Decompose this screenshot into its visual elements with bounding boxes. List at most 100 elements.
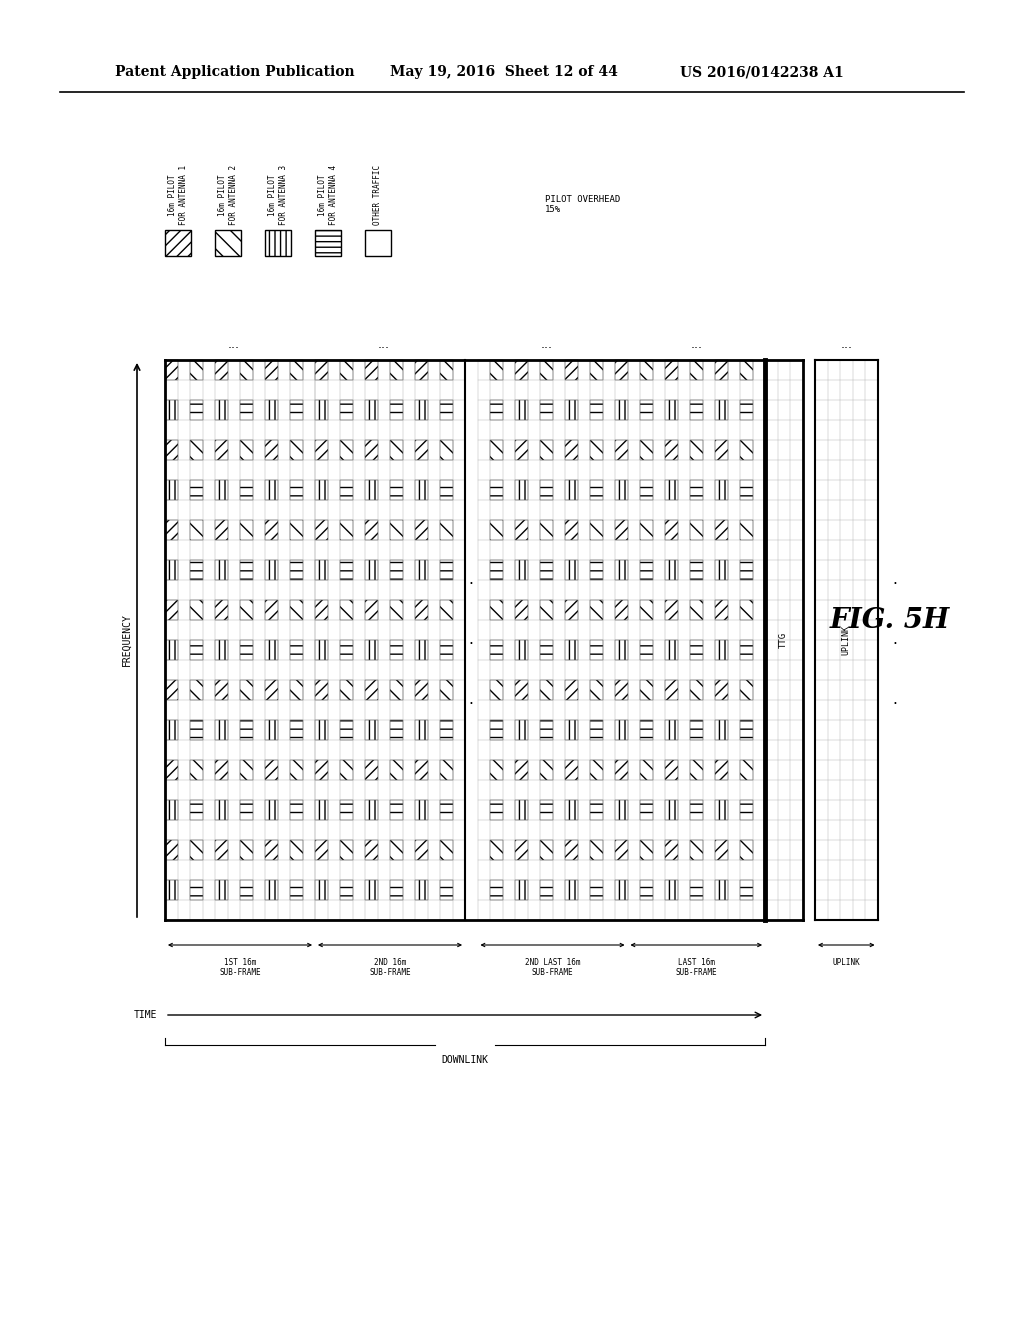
- Bar: [615, 400, 628, 420]
- Bar: [615, 601, 628, 620]
- Bar: [690, 880, 702, 900]
- Bar: [490, 360, 503, 380]
- Bar: [290, 719, 302, 741]
- Text: ...: ...: [690, 338, 702, 351]
- Bar: [190, 601, 203, 620]
- Bar: [690, 601, 702, 620]
- Bar: [215, 840, 227, 861]
- Bar: [540, 640, 553, 660]
- Bar: [740, 360, 753, 380]
- Bar: [565, 520, 578, 540]
- Text: FIG. 5H: FIG. 5H: [829, 606, 950, 634]
- Bar: [715, 800, 727, 820]
- Bar: [665, 601, 678, 620]
- Bar: [165, 680, 177, 700]
- Bar: [815, 360, 878, 920]
- Bar: [515, 560, 527, 579]
- Bar: [390, 560, 402, 579]
- Bar: [190, 840, 203, 861]
- Text: ...: ...: [227, 338, 240, 351]
- Bar: [165, 800, 177, 820]
- Bar: [390, 640, 402, 660]
- Text: UPLINK: UPLINK: [842, 624, 851, 655]
- Bar: [290, 480, 302, 500]
- Bar: [715, 440, 727, 459]
- Bar: [490, 880, 503, 900]
- Bar: [415, 440, 427, 459]
- Bar: [315, 880, 328, 900]
- Bar: [565, 880, 578, 900]
- Bar: [540, 520, 553, 540]
- Bar: [190, 560, 203, 579]
- Bar: [415, 480, 427, 500]
- Bar: [315, 400, 328, 420]
- Bar: [315, 560, 328, 579]
- Bar: [315, 480, 328, 500]
- Bar: [715, 760, 727, 780]
- Bar: [515, 880, 527, 900]
- Bar: [365, 360, 378, 380]
- Bar: [190, 640, 203, 660]
- Bar: [240, 760, 253, 780]
- Bar: [740, 560, 753, 579]
- Bar: [540, 680, 553, 700]
- Text: May 19, 2016  Sheet 12 of 44: May 19, 2016 Sheet 12 of 44: [390, 65, 617, 79]
- Bar: [290, 760, 302, 780]
- Bar: [340, 719, 352, 741]
- Bar: [540, 440, 553, 459]
- Bar: [215, 640, 227, 660]
- Bar: [190, 360, 203, 380]
- Bar: [265, 760, 278, 780]
- Bar: [490, 560, 503, 579]
- Bar: [540, 760, 553, 780]
- Bar: [315, 440, 328, 459]
- Bar: [190, 520, 203, 540]
- Bar: [240, 800, 253, 820]
- Text: FREQUENCY: FREQUENCY: [122, 614, 132, 667]
- Text: US 2016/0142238 A1: US 2016/0142238 A1: [680, 65, 844, 79]
- Bar: [665, 520, 678, 540]
- Bar: [240, 480, 253, 500]
- Bar: [490, 760, 503, 780]
- Text: 16m PILOT
FOR ANTENNA 2: 16m PILOT FOR ANTENNA 2: [218, 165, 238, 224]
- Text: Patent Application Publication: Patent Application Publication: [115, 65, 354, 79]
- Bar: [165, 360, 177, 380]
- Bar: [565, 719, 578, 741]
- Bar: [565, 840, 578, 861]
- Bar: [415, 560, 427, 579]
- Bar: [365, 601, 378, 620]
- Bar: [340, 520, 352, 540]
- Bar: [315, 840, 328, 861]
- Bar: [265, 640, 278, 660]
- Bar: [565, 601, 578, 620]
- Text: .: .: [893, 693, 897, 708]
- Bar: [540, 400, 553, 420]
- Bar: [165, 560, 177, 579]
- Bar: [215, 230, 241, 256]
- Bar: [215, 560, 227, 579]
- Text: OTHER TRAFFIC: OTHER TRAFFIC: [374, 165, 383, 224]
- Bar: [190, 880, 203, 900]
- Bar: [190, 440, 203, 459]
- Bar: [515, 800, 527, 820]
- Bar: [290, 840, 302, 861]
- Bar: [640, 480, 652, 500]
- Bar: [315, 360, 465, 920]
- Bar: [740, 760, 753, 780]
- Bar: [515, 719, 527, 741]
- Bar: [565, 560, 578, 579]
- Bar: [590, 400, 602, 420]
- Bar: [565, 440, 578, 459]
- Bar: [740, 719, 753, 741]
- Bar: [365, 719, 378, 741]
- Bar: [665, 440, 678, 459]
- Bar: [215, 880, 227, 900]
- Bar: [440, 360, 453, 380]
- Bar: [290, 360, 302, 380]
- Bar: [340, 480, 352, 500]
- Bar: [415, 680, 427, 700]
- Bar: [390, 880, 402, 900]
- Text: ...: ...: [841, 338, 852, 351]
- Bar: [690, 760, 702, 780]
- Bar: [215, 360, 227, 380]
